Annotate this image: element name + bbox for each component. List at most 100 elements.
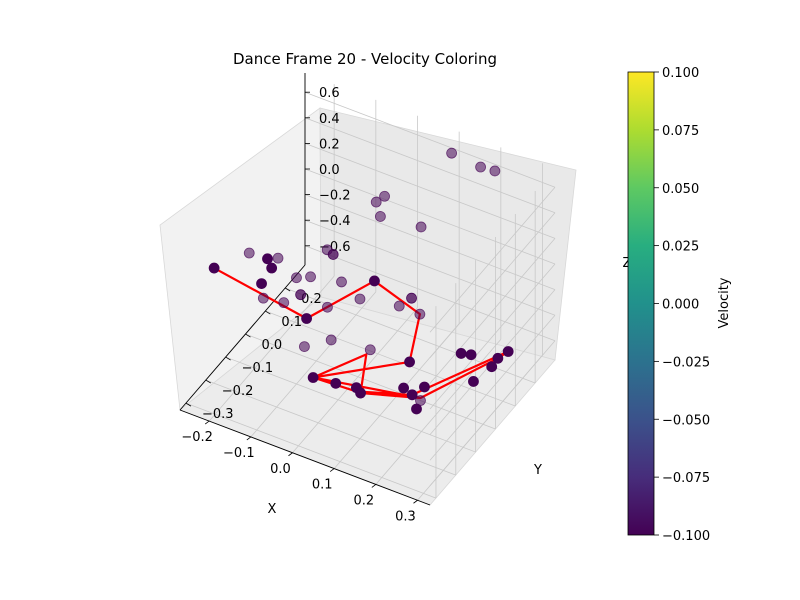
data-point [393,300,405,312]
data-point [305,271,316,283]
data-point [455,348,467,359]
data-point [322,301,333,313]
data-points [208,147,514,415]
x-tick-label: −0.2 [181,430,213,445]
z-tick-label: −0.4 [319,214,351,229]
data-point [278,297,290,309]
colorbar-tick-label: 0.025 [662,240,699,255]
data-point [266,262,278,274]
data-point [502,346,514,357]
y-tick-label: −0.1 [242,361,274,376]
data-point [355,387,366,399]
x-tick-label: 0.1 [312,478,333,493]
y-tick-label: 0.2 [301,292,322,307]
z-grid-left [429,263,556,410]
z-grid-right [304,219,556,316]
colorbar-gradient [627,71,655,536]
z-tick-label: 0.2 [319,137,340,152]
x-tick-mark [204,420,210,425]
y-grid-floor [225,356,476,453]
colorbar-label: Velocity [717,277,732,328]
x-tick-mark [329,468,335,472]
data-point [257,292,269,304]
y-grid-floor [205,379,456,476]
z-tick-label: 0.0 [319,163,340,178]
z-tick-label: −0.2 [319,189,351,204]
x-grid-floor [292,307,418,454]
z-tick-label: 0.6 [319,86,340,101]
data-point [406,292,417,304]
x-tick-mark [413,499,418,504]
data-point [364,344,376,356]
colorbar-tick-label: −0.025 [662,355,710,370]
data-point [262,253,273,265]
z-tick-label: 0.4 [319,112,340,127]
data-point [379,190,390,202]
data-point [299,341,310,353]
data-point [415,221,427,233]
y-tick-mark [185,402,192,407]
y-grid-floor [185,402,437,499]
z-grid-right [304,143,556,239]
z-grid-right [304,245,556,342]
data-point [354,293,366,305]
axis-lines [179,73,431,506]
y-axis-label: Y [533,463,542,478]
y-tick-label: −0.2 [222,384,254,399]
data-point [446,147,458,159]
data-point [419,381,430,393]
data-point [208,262,220,274]
x-tick-mark [246,436,252,441]
x-tick-label: −0.1 [223,446,255,461]
data-point [414,308,426,320]
data-point [406,389,418,401]
x-axis-line [179,409,431,506]
data-point [325,334,337,346]
data-point [465,349,477,361]
z-grid-right [304,117,556,214]
colorbar: 0.100 0.075 0.050 0.025 0.000 −0.025 −0.050 −0.… [627,66,732,544]
x-grid-floor [250,291,377,438]
data-point [301,313,312,324]
data-point [468,376,479,387]
data-point [369,275,380,287]
x-tick-mark [288,452,293,457]
z-grid-left [429,212,556,359]
data-point [411,403,422,415]
y-tick-mark [245,333,251,338]
z-grid-right [304,168,556,265]
z-grid-left [429,340,556,487]
colorbar-tick-label: −0.075 [662,471,710,486]
z-grid-left [429,186,556,333]
y-tick-label: 0.0 [261,338,282,353]
data-point [272,252,284,264]
data-point [291,272,302,284]
colorbar-tick-label: 0.050 [662,182,699,197]
y-grid-floor [265,310,516,407]
data-point [243,247,255,259]
tick-labels: −0.2 −0.1 0.0 0.1 0.2 0.3 −0.3 −0.2 −0.1 0.0 0.1 0.… [181,86,415,524]
colorbar-tick-label: 0.075 [662,124,699,139]
y-axis-line [179,264,306,411]
data-point [489,165,501,177]
y-tick-mark [205,379,211,384]
data-point [370,196,382,208]
z-grid-left [429,314,556,461]
data-point [336,276,347,288]
colorbar-tick-label: −0.100 [662,529,710,544]
z-grid-right [304,194,556,290]
data-point [295,289,307,301]
colorbar-tick-label: 0.000 [662,298,699,313]
y-tick-label: −0.3 [202,407,234,422]
x-axis-label: X [268,502,277,517]
data-point [307,372,319,383]
data-point [486,361,498,373]
colorbar-ticks: 0.100 0.075 0.050 0.025 0.000 −0.025 −0.050 −0.… [654,66,710,544]
data-point [327,249,339,260]
x-tick-label: 0.0 [270,462,291,477]
x-tick-label: 0.3 [395,509,416,524]
y-tick-label: 0.1 [281,315,302,330]
x-tick-label: 0.2 [353,493,374,508]
data-point [398,382,410,394]
